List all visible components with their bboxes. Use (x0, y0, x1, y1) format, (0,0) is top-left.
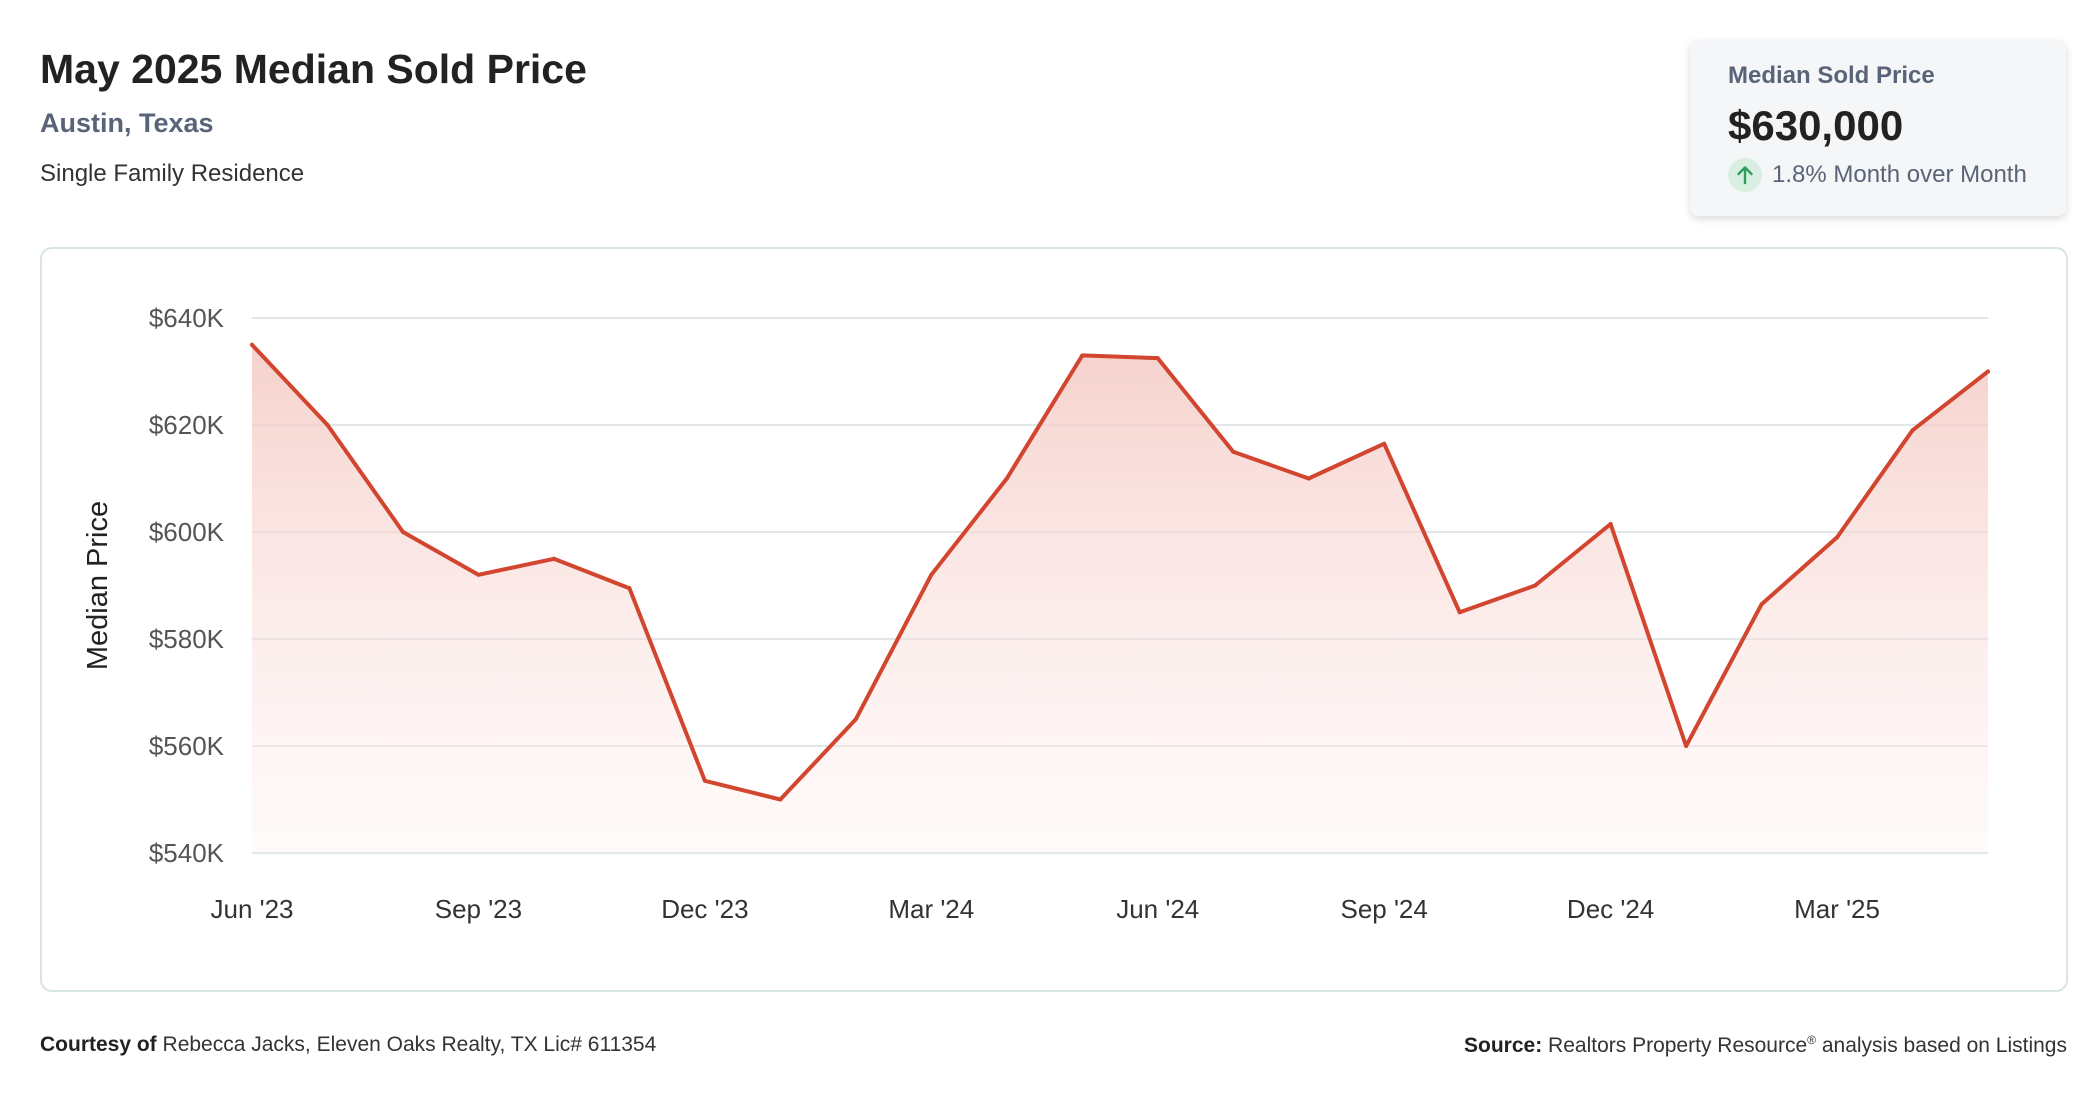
courtesy-footer: Courtesy of Rebecca Jacks, Eleven Oaks R… (40, 1033, 656, 1057)
x-tick-label: Sep '24 (1340, 894, 1427, 924)
courtesy-label: Courtesy of (40, 1033, 157, 1056)
stat-change-text: 1.8% Month over Month (1772, 161, 2027, 188)
arrow-up-icon (1728, 158, 1762, 192)
y-axis-title: Median Price (82, 501, 114, 670)
median-price-card: Median Sold Price $630,000 1.8% Month ov… (1690, 40, 2066, 216)
data-point (1986, 369, 1990, 374)
data-point (1759, 602, 1764, 607)
data-point (1533, 583, 1538, 588)
courtesy-text: Rebecca Jacks, Eleven Oaks Realty, TX Li… (162, 1033, 657, 1056)
y-tick-label: $640K (149, 303, 225, 333)
stat-change: 1.8% Month over Month (1728, 158, 2028, 192)
data-point (1910, 428, 1915, 433)
data-point (778, 797, 783, 802)
x-tick-label: Jun '24 (1116, 894, 1199, 924)
data-point (929, 572, 934, 577)
location-subtitle: Austin, Texas (40, 108, 214, 138)
y-tick-label: $620K (149, 410, 225, 440)
registered-mark: ® (1807, 1033, 1816, 1047)
data-point (476, 572, 481, 577)
y-tick-label: $580K (149, 624, 225, 654)
source-label: Source: (1464, 1034, 1543, 1057)
source-text: Realtors Property Resource (1548, 1034, 1808, 1057)
data-point (1835, 535, 1840, 540)
property-type-label: Single Family Residence (40, 160, 305, 187)
data-point (325, 423, 330, 427)
data-point (1608, 521, 1613, 526)
data-point (551, 556, 556, 561)
y-tick-label: $600K (149, 517, 225, 547)
data-point (1004, 476, 1009, 481)
stat-label: Median Sold Price (1728, 62, 1935, 89)
stat-value: $630,000 (1728, 102, 1904, 149)
data-point (853, 717, 858, 722)
source-text-tail: analysis based on Listings (1816, 1034, 2067, 1057)
y-tick-label: $540K (149, 838, 225, 868)
y-tick-label: $560K (149, 731, 225, 761)
data-point (400, 530, 405, 534)
median-price-chart: $640K $620K $600K $580K $560K $540K Jun '23 Sep… (82, 303, 1990, 924)
x-tick-label: Dec '23 (661, 894, 748, 924)
data-point (627, 586, 632, 591)
series-area (252, 344, 1988, 853)
data-point (1155, 356, 1160, 361)
data-point (1457, 610, 1462, 615)
data-point (1231, 449, 1236, 454)
series-line (250, 342, 1990, 802)
x-tick-label: Jun '23 (210, 894, 293, 924)
data-point (1382, 441, 1387, 446)
data-point (1306, 476, 1311, 481)
x-tick-label: Mar '24 (888, 894, 974, 924)
x-tick-label: Sep '23 (435, 894, 522, 924)
data-point (702, 778, 707, 783)
data-point (1080, 353, 1085, 358)
page-title: May 2025 Median Sold Price (40, 46, 587, 92)
source-footer: Source: Realtors Property Resource® anal… (1464, 1033, 2067, 1058)
x-tick-label: Mar '25 (1794, 894, 1880, 924)
data-point (1684, 744, 1689, 748)
x-tick-label: Dec '24 (1567, 894, 1654, 924)
data-point (250, 342, 254, 347)
